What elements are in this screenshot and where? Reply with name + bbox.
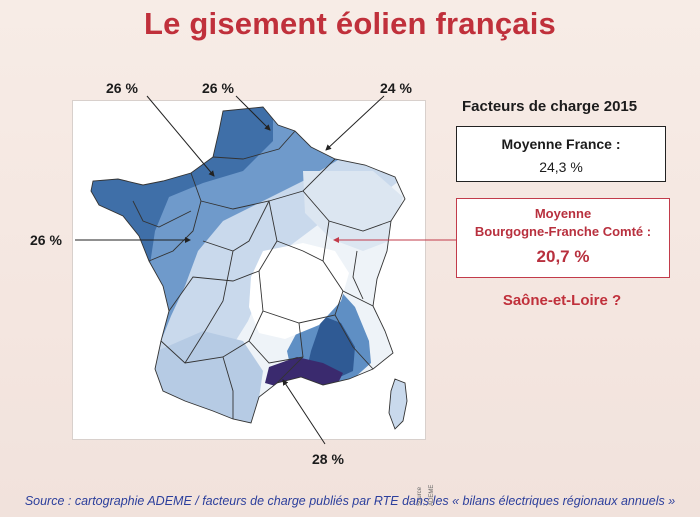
wind-map: Source : ADEME — [72, 100, 435, 506]
region-borders — [90, 106, 406, 424]
page-title: Le gisement éolien français — [144, 6, 556, 41]
question-text: Saône-et-Loire ? — [502, 292, 622, 309]
bfc-average-box: Moyenne Bourgogne-Franche Comté : 20,7 % — [456, 198, 670, 278]
zone-24-south — [133, 331, 263, 423]
france-average-label: Moyenne France : — [501, 136, 621, 152]
bfc-label-line2: Bourgogne-Franche Comté : — [474, 224, 652, 239]
source-note: Source : cartographie ADEME / facteurs d… — [24, 494, 676, 508]
zone-22-east — [303, 171, 403, 251]
label-w: 26 % — [30, 232, 62, 248]
label-n: 26 % — [202, 80, 234, 96]
corsica — [388, 378, 408, 430]
label-s: 28 % — [312, 451, 344, 467]
panel-heading: Facteurs de charge 2015 — [462, 98, 638, 115]
bfc-average-value: 20,7 % — [536, 247, 590, 266]
france-average-value: 24,3 % — [539, 159, 583, 175]
france-average-box: Moyenne France : 24,3 % — [456, 126, 666, 182]
france-wind-map-svg — [90, 106, 408, 430]
label-nw: 26 % — [106, 80, 138, 96]
label-ne: 24 % — [380, 80, 412, 96]
bfc-label-line1: Moyenne — [534, 206, 592, 221]
